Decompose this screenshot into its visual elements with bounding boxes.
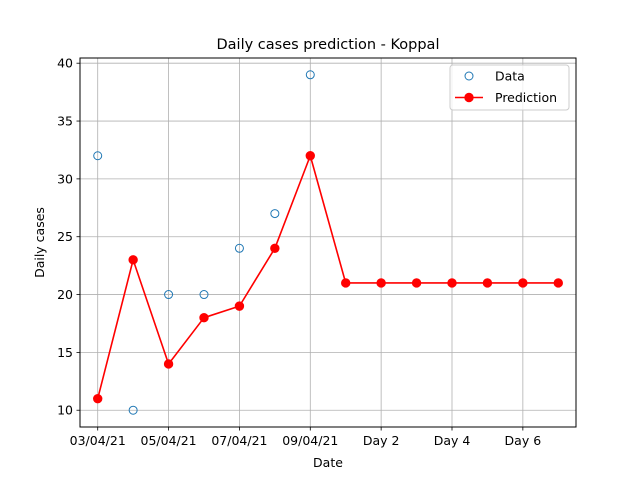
y-axis-label: Daily cases: [32, 207, 47, 278]
legend-marker-data: [464, 71, 474, 81]
prediction-point: [518, 278, 528, 288]
prediction-point: [270, 243, 280, 253]
y-tick-label: 40: [57, 56, 73, 71]
series-layer: [93, 70, 563, 415]
x-tick-label: 05/04/21: [141, 433, 197, 448]
legend-label: Data: [495, 69, 525, 84]
prediction-point: [199, 312, 209, 323]
prediction-point: [447, 278, 457, 288]
prediction-point: [93, 393, 103, 404]
data-point: [164, 290, 174, 300]
data-point: [199, 290, 209, 300]
y-tick-label: 10: [57, 403, 73, 418]
legend-box: [449, 64, 570, 111]
prediction-point: [128, 255, 138, 265]
data-point: [234, 243, 244, 253]
prediction-point: [553, 278, 563, 288]
x-tick-label: Day 4: [434, 433, 471, 448]
legend: Data Prediction: [449, 64, 570, 111]
prediction-point: [305, 151, 315, 161]
legend-marker-prediction: [464, 92, 474, 103]
x-tick-label: Day 2: [363, 433, 400, 448]
chart-title: Daily cases prediction - Koppal: [217, 37, 440, 53]
x-tick-label: 09/04/21: [282, 433, 338, 448]
axis-ticks: 03/04/21 05/04/21 07/04/21 09/04/21 Day 2 Day…: [57, 56, 541, 448]
x-tick-label: 07/04/21: [211, 433, 267, 448]
plot-frame: [79, 57, 577, 428]
y-tick-label: 35: [57, 114, 73, 129]
prediction-line: [96, 154, 559, 399]
data-point: [93, 151, 103, 161]
y-tick-label: 25: [57, 229, 73, 244]
prediction-point: [482, 278, 493, 288]
data-point: [305, 70, 315, 80]
prediction-point: [411, 278, 422, 288]
x-tick-label: 03/04/21: [70, 433, 126, 448]
y-tick-label: 15: [57, 345, 73, 360]
grid-lines: [80, 58, 576, 427]
y-tick-label: 30: [57, 171, 73, 186]
data-point: [270, 209, 280, 219]
prediction-point: [341, 278, 351, 288]
prediction-point: [376, 278, 386, 288]
y-tick-label: 20: [57, 287, 73, 302]
legend-label: Prediction: [495, 90, 557, 105]
x-tick-label: Day 6: [505, 433, 542, 448]
data-point: [128, 405, 138, 415]
prediction-point: [234, 301, 245, 311]
prediction-point: [163, 359, 174, 369]
x-axis-label: Date: [313, 455, 343, 470]
